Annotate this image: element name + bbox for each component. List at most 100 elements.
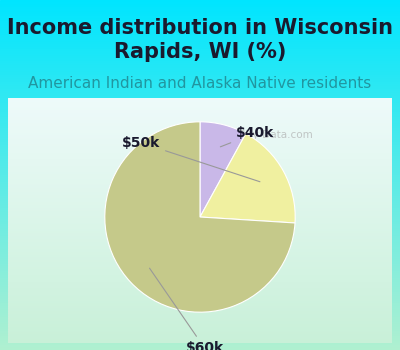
Bar: [0, 247, 400, 250]
Bar: [8, 314, 392, 315]
Bar: [0, 331, 400, 334]
Bar: [0, 156, 400, 159]
Bar: [8, 183, 392, 184]
Bar: [8, 199, 392, 201]
Bar: [0, 40, 400, 42]
Bar: [8, 331, 392, 333]
Bar: [8, 168, 392, 170]
Bar: [8, 122, 392, 124]
Wedge shape: [200, 122, 246, 217]
Bar: [0, 30, 400, 33]
Bar: [8, 257, 392, 258]
Bar: [8, 323, 392, 325]
Bar: [0, 259, 400, 261]
Bar: [8, 286, 392, 287]
Bar: [8, 248, 392, 250]
Bar: [8, 101, 392, 103]
Bar: [8, 341, 392, 343]
Bar: [0, 210, 400, 212]
Bar: [8, 106, 392, 108]
Bar: [8, 154, 392, 155]
Bar: [0, 313, 400, 315]
Bar: [0, 154, 400, 156]
Bar: [8, 175, 392, 176]
Bar: [0, 329, 400, 331]
Bar: [8, 100, 392, 101]
Bar: [8, 212, 392, 214]
Bar: [0, 89, 400, 91]
Bar: [8, 220, 392, 222]
Bar: [8, 114, 392, 116]
Bar: [8, 242, 392, 243]
Bar: [8, 229, 392, 230]
Bar: [0, 252, 400, 254]
Bar: [8, 245, 392, 247]
Bar: [0, 301, 400, 303]
Bar: [8, 191, 392, 193]
Bar: [0, 196, 400, 198]
Bar: [0, 135, 400, 138]
Bar: [0, 243, 400, 245]
Bar: [0, 229, 400, 231]
Bar: [8, 135, 392, 137]
Bar: [8, 126, 392, 127]
Bar: [0, 110, 400, 112]
Bar: [8, 270, 392, 271]
Bar: [8, 333, 392, 335]
Bar: [0, 5, 400, 7]
Bar: [8, 157, 392, 159]
Bar: [0, 145, 400, 147]
Bar: [8, 144, 392, 145]
Bar: [0, 23, 400, 26]
Bar: [8, 219, 392, 220]
Bar: [0, 184, 400, 187]
Bar: [8, 287, 392, 289]
Bar: [8, 155, 392, 157]
Bar: [0, 345, 400, 348]
Bar: [8, 111, 392, 113]
Bar: [8, 306, 392, 307]
Bar: [0, 289, 400, 292]
Bar: [0, 54, 400, 56]
Bar: [0, 161, 400, 163]
Bar: [8, 224, 392, 225]
Bar: [8, 302, 392, 304]
Bar: [0, 14, 400, 16]
Bar: [0, 65, 400, 68]
Bar: [0, 84, 400, 86]
Bar: [8, 292, 392, 294]
Bar: [0, 224, 400, 226]
Bar: [8, 232, 392, 233]
Bar: [0, 56, 400, 58]
Bar: [0, 61, 400, 63]
Bar: [0, 35, 400, 37]
Bar: [8, 172, 392, 173]
Bar: [0, 0, 400, 2]
Bar: [0, 149, 400, 152]
Bar: [0, 79, 400, 82]
Bar: [8, 162, 392, 163]
Bar: [0, 306, 400, 308]
Bar: [0, 222, 400, 224]
Bar: [0, 250, 400, 252]
Text: $40k: $40k: [220, 126, 274, 147]
Bar: [8, 189, 392, 191]
Bar: [0, 320, 400, 322]
Bar: [8, 297, 392, 299]
Bar: [0, 310, 400, 313]
Bar: [0, 303, 400, 306]
Bar: [0, 280, 400, 282]
Bar: [0, 189, 400, 191]
Bar: [0, 70, 400, 72]
Bar: [0, 245, 400, 247]
Bar: [8, 266, 392, 268]
Bar: [0, 257, 400, 259]
Bar: [8, 312, 392, 314]
Bar: [8, 139, 392, 140]
Bar: [8, 201, 392, 203]
Bar: [0, 96, 400, 98]
Bar: [0, 219, 400, 222]
Bar: [8, 163, 392, 165]
Bar: [0, 324, 400, 327]
Bar: [0, 126, 400, 128]
